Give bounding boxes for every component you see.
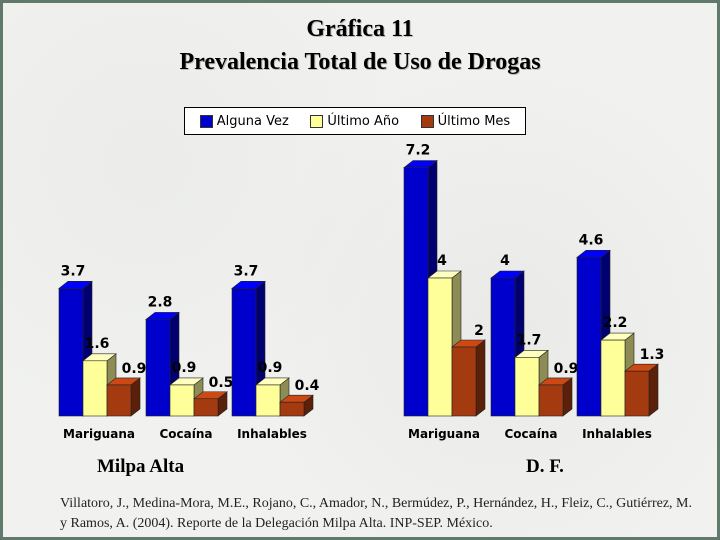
legend-item-alguna-vez: Alguna Vez <box>199 113 289 129</box>
data-label-g1-c0-s0: 7.2 <box>406 143 431 159</box>
bar-g1-c1-s1 <box>514 357 540 417</box>
legend-swatch-ultimo-ano <box>310 114 324 128</box>
bar-g1-c0-s2 <box>451 346 477 417</box>
bar-g1-c0-s0 <box>403 167 429 417</box>
data-label-g0-c0-s1: 1.6 <box>85 336 110 352</box>
data-label-g1-c2-s0: 4.6 <box>579 232 604 248</box>
data-label-g1-c0-s1: 4 <box>437 253 447 269</box>
bar-g1-c2-s2-side <box>648 363 659 417</box>
legend-item-ultimo-ano: Último Año <box>310 114 399 129</box>
bar-g0-c0-s0 <box>58 288 84 417</box>
bar-g1-c1-s0 <box>490 277 516 417</box>
bar-g0-c1-s2 <box>193 398 219 417</box>
category-label-g1-c1: Cocaína <box>504 427 557 441</box>
data-label-g1-c2-s2: 1.3 <box>640 347 665 363</box>
data-label-g0-c1-s1: 0.9 <box>172 360 197 376</box>
data-label-g0-c2-s0: 3.7 <box>234 263 259 279</box>
bar-g0-c2-s0 <box>231 288 257 417</box>
legend: Alguna Vez Último Año Último Mes <box>184 107 526 135</box>
bar-g1-c0-s1 <box>427 277 453 417</box>
legend-label-ultimo-mes: Último Mes <box>437 113 511 129</box>
legend-label-ultimo-ano: Último Año <box>327 113 400 129</box>
legend-swatch-ultimo-mes <box>420 114 434 128</box>
legend-label-alguna-vez: Alguna Vez <box>216 113 289 129</box>
data-label-g1-c2-s1: 2.2 <box>603 315 628 331</box>
data-label-g0-c2-s2: 0.4 <box>295 378 320 394</box>
chart-title-line-2: Prevalencia Total de Uso de Drogas <box>179 49 541 75</box>
bar-g1-c0-s2-side <box>475 339 486 417</box>
citation: Villatoro, J., Medina-Mora, M.E., Rojano… <box>60 496 692 531</box>
bar-g1-c1-s2 <box>538 384 564 417</box>
bar-g1-c2-s0 <box>576 256 602 417</box>
data-label-g1-c0-s2: 2 <box>474 323 484 339</box>
bar-g0-c2-s1 <box>255 384 281 417</box>
category-label-g0-c2: Inhalables <box>237 427 307 441</box>
data-label-g0-c2-s1: 0.9 <box>258 360 283 376</box>
data-label-g1-c1-s2: 0.9 <box>554 361 579 377</box>
bar-g1-c2-s1 <box>600 339 626 417</box>
data-label-g0-c0-s0: 3.7 <box>61 263 86 279</box>
category-label-g1-c0: Mariguana <box>408 427 480 441</box>
bar-g0-c2-s2 <box>279 401 305 417</box>
data-label-g0-c1-s0: 2.8 <box>148 294 173 310</box>
group-label-df: D. F. <box>526 456 564 477</box>
category-label-g0-c1: Cocaína <box>159 427 212 441</box>
category-label-g1-c2: Inhalables <box>582 427 652 441</box>
category-label-g0-c0: Mariguana <box>63 427 135 441</box>
data-label-g1-c1-s1: 1.7 <box>517 332 542 348</box>
legend-item-ultimo-mes: Último Mes <box>420 113 511 129</box>
data-label-g1-c1-s0: 4 <box>500 253 510 269</box>
bar-g0-c1-s1 <box>169 384 195 417</box>
data-label-g0-c0-s2: 0.9 <box>122 361 147 377</box>
group-label-milpa-alta: Milpa Alta <box>97 456 185 477</box>
bar-g0-c1-s0 <box>145 319 171 417</box>
legend-swatch-alguna-vez <box>199 114 213 128</box>
data-label-g0-c1-s2: 0.5 <box>209 375 234 391</box>
bar-g0-c0-s1 <box>82 360 108 417</box>
bar-g0-c0-s2 <box>106 384 132 417</box>
chart-title-line-1: Gráfica 11 <box>306 16 414 42</box>
bar-g1-c2-s2 <box>624 370 650 417</box>
